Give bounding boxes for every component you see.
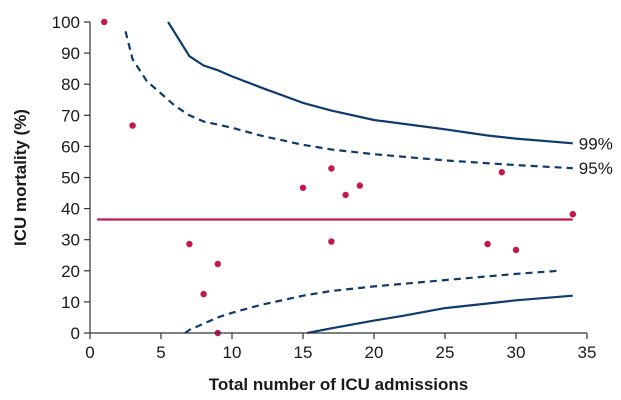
data-points — [101, 18, 576, 337]
y-tick-label: 30 — [61, 231, 80, 250]
upper-limit-95 — [124, 31, 573, 170]
x-tick-label: 10 — [223, 343, 242, 362]
y-tick-label: 0 — [71, 324, 80, 343]
data-point — [512, 246, 520, 254]
data-point — [200, 290, 207, 298]
x-tick-label: 35 — [578, 343, 597, 362]
y-tick-label: 90 — [61, 44, 80, 63]
x-tick-label: 15 — [294, 343, 313, 362]
control-limits: 99%95% — [124, 21, 613, 335]
data-point — [186, 240, 193, 248]
upper-limit-99 — [167, 21, 573, 145]
data-point — [214, 260, 221, 268]
x-tick-label: 30 — [507, 343, 526, 362]
y-tick-label: 10 — [61, 293, 80, 312]
limit-label-95: 95% — [579, 159, 613, 178]
y-tick-label: 20 — [61, 262, 80, 281]
y-tick-label: 50 — [61, 169, 80, 188]
data-point — [498, 169, 505, 176]
data-point — [484, 240, 491, 248]
limit-label-99: 99% — [579, 134, 613, 153]
x-tick-label: 25 — [436, 343, 455, 362]
y-tick-label: 70 — [61, 106, 80, 125]
x-tick-label: 5 — [156, 343, 165, 362]
data-point — [328, 165, 335, 172]
x-tick-label: 20 — [365, 343, 384, 362]
data-point — [342, 191, 349, 199]
lower-limit-95 — [184, 269, 559, 334]
y-tick-label: 60 — [61, 137, 80, 156]
axes — [89, 22, 587, 334]
ticks: 0 5 10 15 20 25 30 35 0 10 20 30 40 50 60 70 80 90 100 — [52, 13, 597, 362]
data-point — [328, 238, 335, 245]
data-point — [129, 122, 136, 129]
data-point — [299, 184, 307, 191]
y-tick-label: 40 — [61, 200, 80, 219]
data-point — [356, 182, 363, 189]
lower-limit-99 — [307, 294, 573, 335]
data-point — [569, 210, 576, 218]
y-axis-title: ICU mortality (%) — [11, 109, 30, 246]
data-point — [101, 18, 108, 26]
y-tick-label: 100 — [52, 13, 80, 32]
y-tick-label: 80 — [61, 75, 80, 94]
x-tick-label: 0 — [85, 343, 94, 362]
x-axis-title: Total number of ICU admissions — [209, 375, 468, 394]
